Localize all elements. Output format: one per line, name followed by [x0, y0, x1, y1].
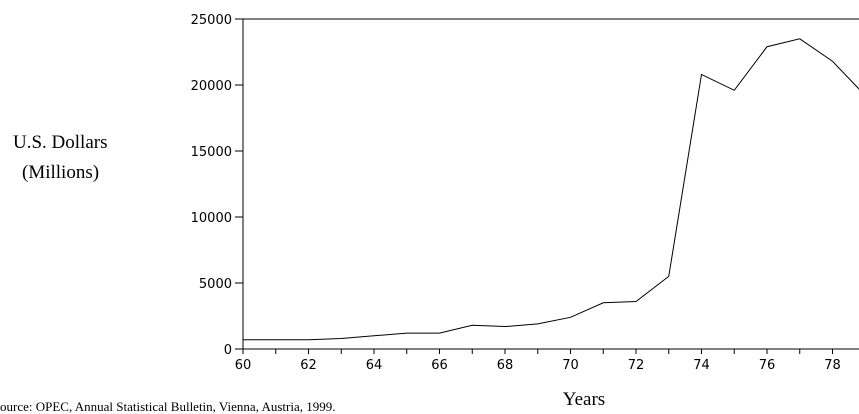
x-tick-label: 60 [235, 358, 252, 373]
x-tick-label: 66 [431, 358, 448, 373]
y-tick-label: 25000 [191, 13, 232, 28]
y-tick-label: 20000 [191, 79, 232, 94]
series-line [243, 38, 859, 341]
x-tick-label: 70 [562, 358, 579, 373]
series-points [243, 39, 859, 340]
y-ticks: 0 5000 10000 15000 20000 25000 [191, 13, 243, 358]
y-tick-label: 5000 [199, 277, 232, 292]
x-tick-label: 74 [693, 358, 710, 373]
y-tick-label: 15000 [191, 145, 232, 160]
y-tick-label: 10000 [191, 211, 232, 226]
plot-area: 0 5000 10000 15000 20000 25000 60 62 64 66 68 70 72… [191, 13, 859, 373]
x-ticks: 60 62 64 66 68 70 72 74 76 78 [235, 349, 841, 373]
x-tick-label: 62 [300, 358, 317, 373]
y-axis-label-line2: (Millions) [22, 162, 99, 183]
x-axis-label: Years [563, 389, 605, 410]
x-tick-label: 78 [824, 358, 841, 373]
x-tick-label: 64 [366, 358, 383, 373]
y-tick-label: 0 [224, 343, 232, 358]
x-tick-label: 76 [759, 358, 776, 373]
source-note: ource: OPEC, Annual Statistical Bulletin… [0, 399, 336, 414]
x-tick-label: 72 [628, 358, 645, 373]
y-axis-label-line1: U.S. Dollars [13, 132, 107, 153]
x-tick-label: 68 [497, 358, 514, 373]
